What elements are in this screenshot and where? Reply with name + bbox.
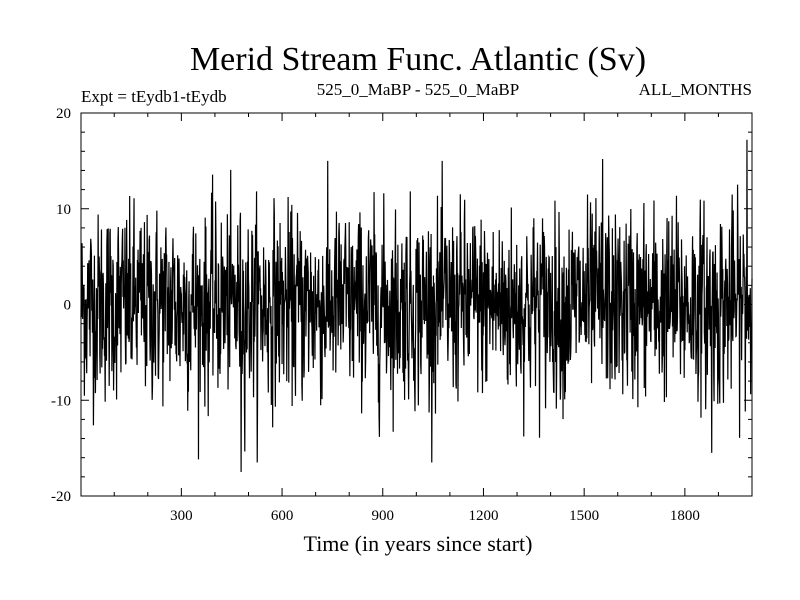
x-tick-label: 600 [271, 508, 294, 524]
y-tick-label: 0 [64, 298, 72, 314]
x-axis-label: Time (in years since start) [304, 531, 533, 556]
x-tick-label: 1800 [670, 508, 700, 524]
experiment-label: Expt = tEydb1-tEydb [81, 87, 227, 106]
x-tick-label: 1500 [569, 508, 599, 524]
y-tick-label: 10 [56, 202, 71, 218]
x-tick-label: 300 [170, 508, 193, 524]
series-line [81, 140, 752, 472]
y-tick-label: -10 [51, 393, 71, 409]
plot-area [81, 113, 752, 496]
y-tick-label: 20 [56, 106, 71, 122]
y-tick-label: -20 [51, 489, 71, 505]
chart-title: Merid Stream Func. Atlantic (Sv) [190, 41, 646, 78]
x-tick-label: 1200 [468, 508, 498, 524]
months-label: ALL_MONTHS [639, 80, 752, 99]
x-tick-label: 900 [372, 508, 395, 524]
period-label: 525_0_MaBP - 525_0_MaBP [317, 80, 519, 99]
